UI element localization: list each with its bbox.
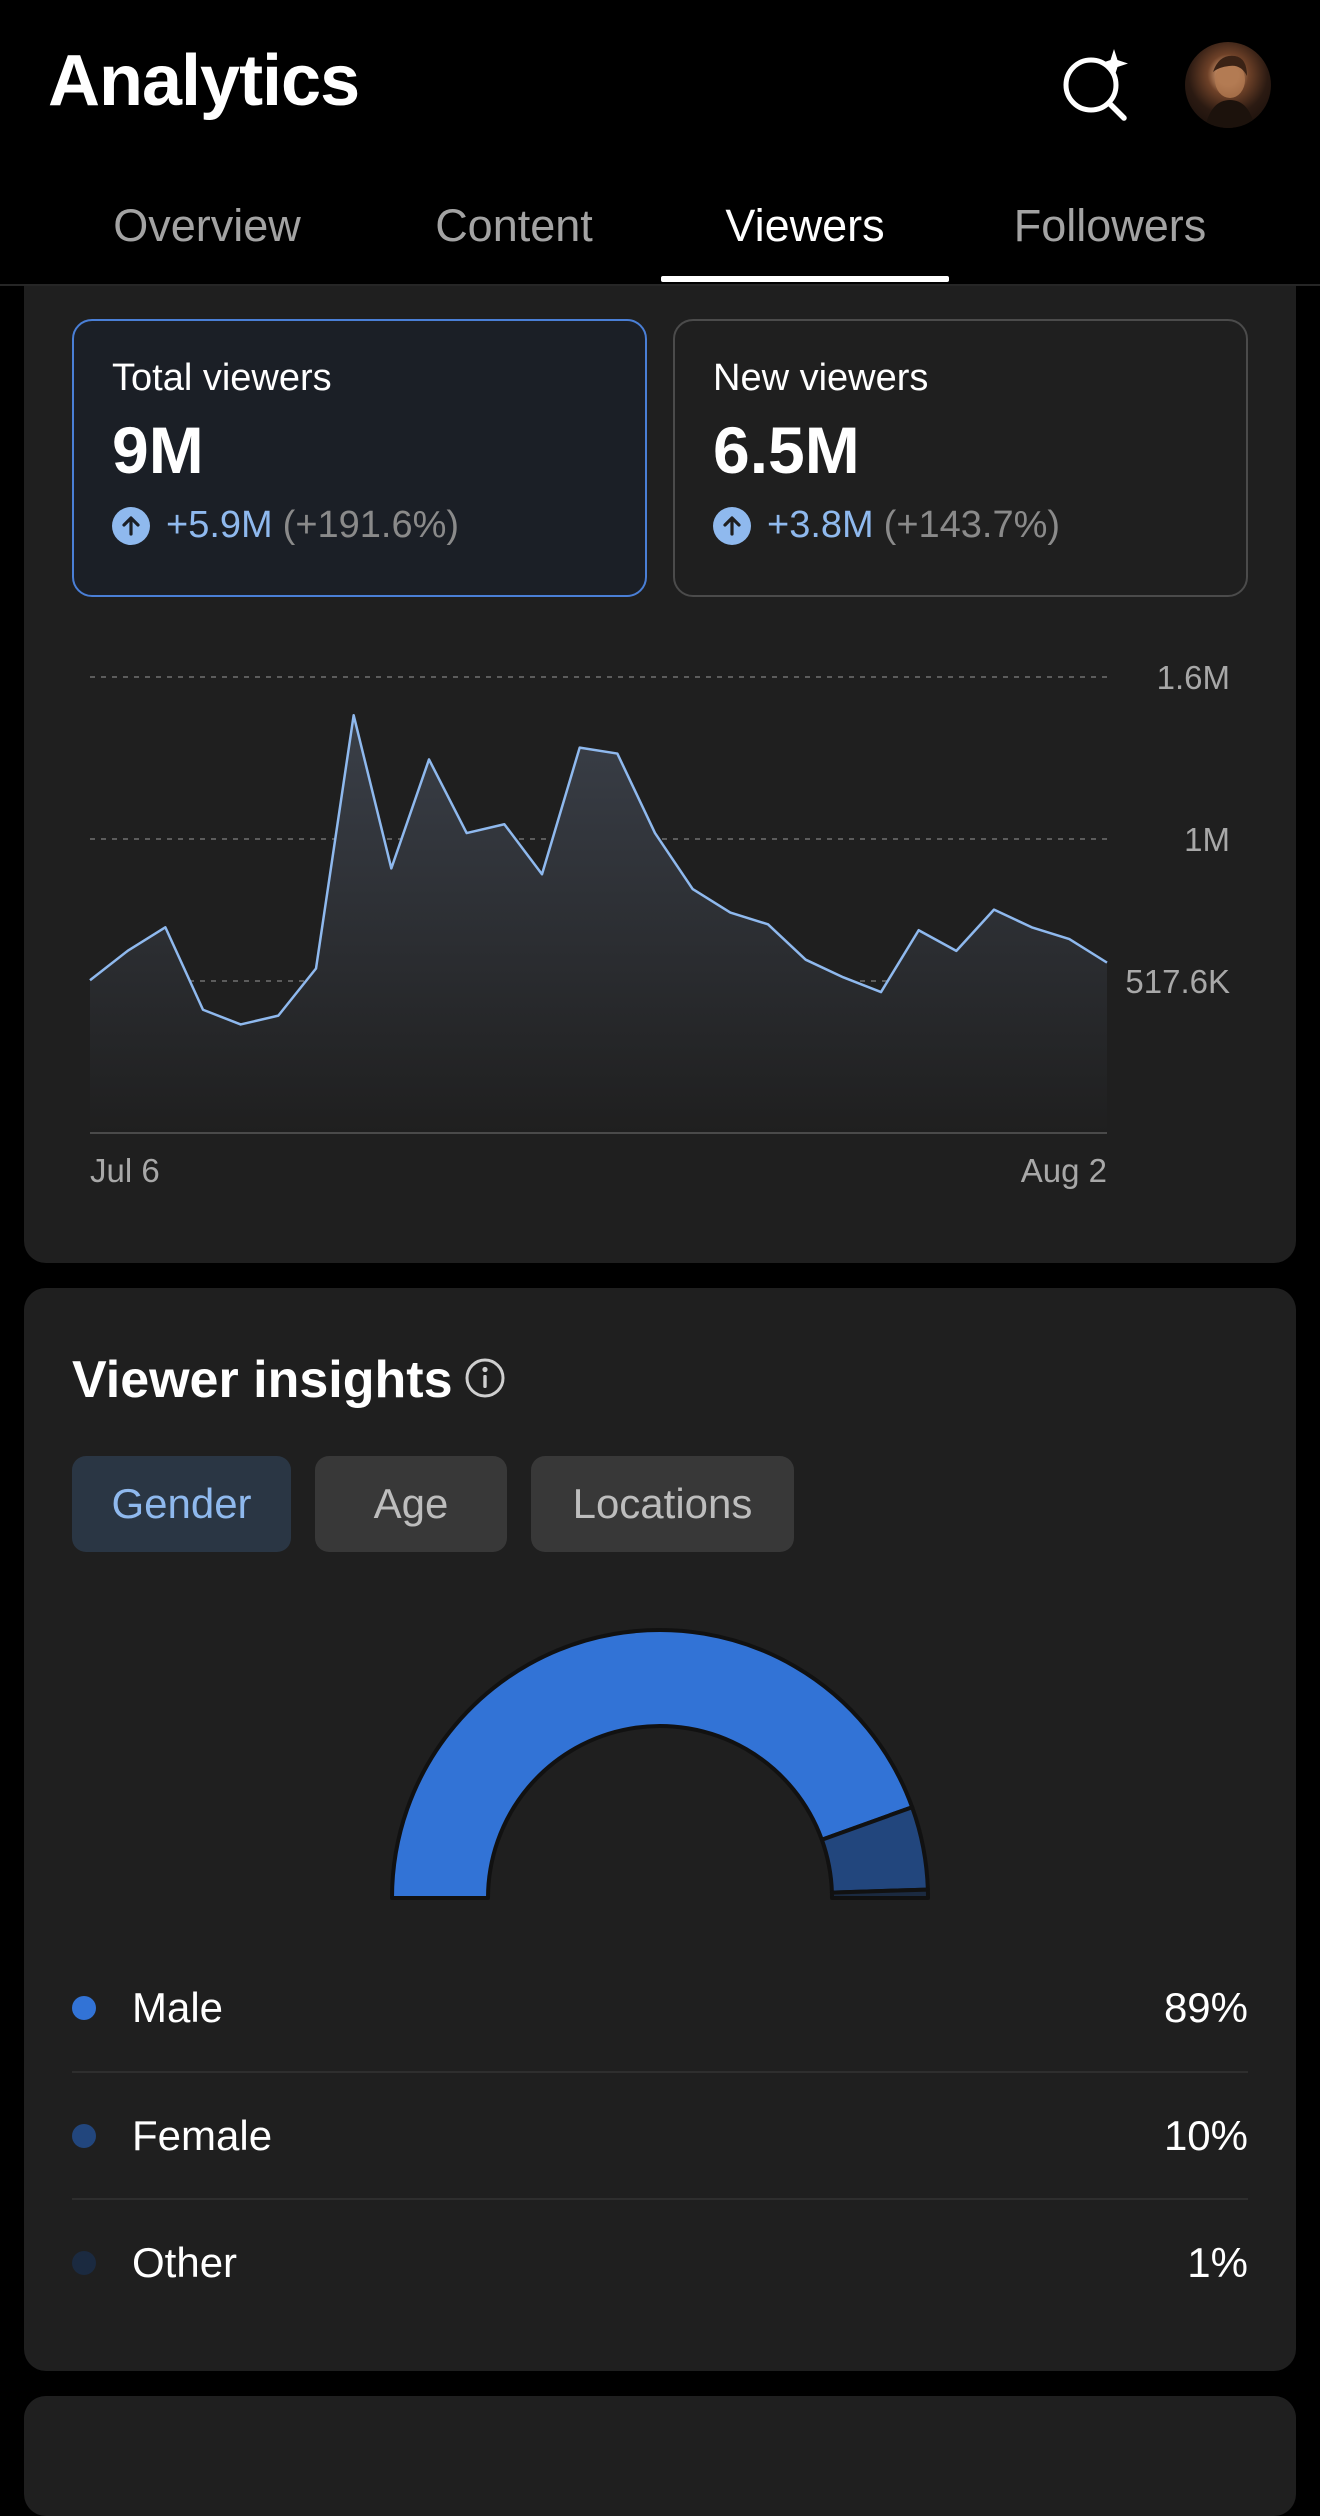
stat-value: 6.5M [713, 413, 860, 487]
stat-delta: +3.8M (+143.7%) [713, 504, 1208, 547]
legend-label: Other [132, 2238, 238, 2286]
user-avatar[interactable] [1185, 42, 1271, 128]
y-tick-label: 1.6M [1157, 659, 1230, 696]
chart-area-fill [90, 715, 1107, 1133]
stat-label: New viewers [713, 357, 929, 399]
ai-search-sparkle-icon[interactable] [1058, 45, 1140, 127]
legend-row-male: Male 89% [72, 1944, 1248, 2071]
legend-row-female: Female 10% [72, 2072, 1248, 2199]
legend-value: 89% [1163, 1983, 1248, 2031]
gauge-segment-male [390, 1628, 915, 1900]
legend-value: 1% [1187, 2238, 1248, 2286]
next-card [24, 2396, 1296, 2516]
y-tick-label: 517.6K [1125, 963, 1230, 1000]
app-header: Analytics Overview Content Viewers Follo… [0, 0, 1320, 286]
insights-title: Viewer insights [72, 1351, 453, 1409]
x-tick-label: Aug 2 [1021, 1152, 1107, 1189]
stat-delta-percent: (+191.6%) [282, 504, 460, 546]
y-tick-label: 1M [1184, 821, 1230, 858]
info-icon[interactable] [464, 1357, 506, 1399]
tab-content[interactable]: Content [435, 200, 593, 251]
tab-viewers[interactable]: Viewers [725, 200, 885, 251]
stat-delta-value: +3.8M [767, 504, 874, 546]
chart-series-line [89, 714, 1108, 1026]
stat-delta: +5.9M (+191.6%) [112, 504, 607, 547]
active-tab-indicator [661, 276, 949, 282]
new-viewers-card[interactable]: New viewers 6.5M +3.8M (+143.7%) [673, 319, 1248, 597]
gauge-segment-other [829, 1887, 931, 1900]
viewers-area-chart[interactable]: 1.6M 1M 517.6K Jul 6 Aug 2 [0, 0, 1320, 1263]
stat-label: Total viewers [112, 357, 332, 399]
header-divider [0, 284, 1320, 286]
legend-divider [72, 2198, 1248, 2200]
arrow-up-icon [713, 506, 751, 545]
chip-age[interactable]: Age [315, 1456, 507, 1552]
legend-row-other: Other 1% [72, 2199, 1248, 2326]
total-viewers-card[interactable]: Total viewers 9M +5.9M (+191.6%) [72, 319, 647, 597]
stat-delta-percent: (+143.7%) [883, 504, 1061, 546]
legend-label: Male [132, 1983, 224, 2031]
tab-overview[interactable]: Overview [113, 200, 301, 251]
legend-dot [72, 1995, 96, 2020]
gender-gauge-chart [390, 1628, 931, 1900]
page-title: Analytics [48, 41, 360, 121]
tab-followers[interactable]: Followers [1013, 200, 1207, 251]
legend-label: Female [132, 2111, 273, 2159]
legend-value: 10% [1163, 2111, 1248, 2159]
chip-gender[interactable]: Gender [72, 1456, 291, 1552]
legend-divider [72, 2071, 1248, 2073]
tab-bar: Overview Content Viewers Followers [0, 180, 1320, 284]
chip-locations[interactable]: Locations [531, 1456, 794, 1552]
stat-delta-value: +5.9M [166, 504, 273, 546]
x-tick-label: Jul 6 [90, 1152, 160, 1189]
legend-dot [72, 2250, 96, 2275]
arrow-up-icon [112, 506, 150, 545]
stat-value: 9M [112, 413, 204, 487]
legend-dot [72, 2123, 96, 2148]
